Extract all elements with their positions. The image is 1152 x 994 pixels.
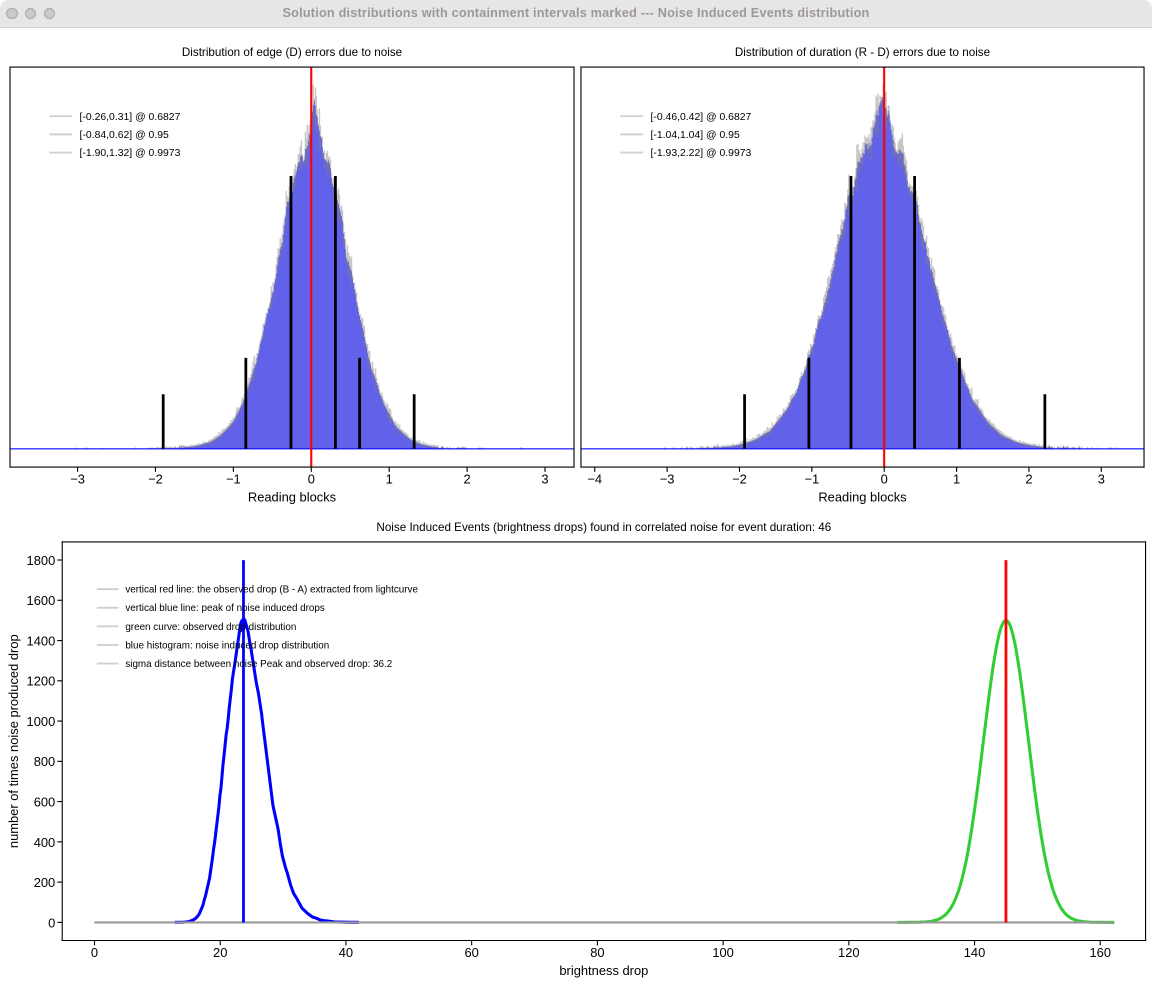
svg-text:−3: −3: [70, 471, 85, 486]
svg-text:−1: −1: [804, 471, 819, 486]
svg-text:140: 140: [964, 945, 986, 960]
svg-text:800: 800: [34, 754, 56, 769]
svg-text:[-0.46,0.42] @ 0.6827: [-0.46,0.42] @ 0.6827: [651, 112, 752, 123]
svg-text:2: 2: [464, 471, 471, 486]
svg-text:0: 0: [881, 471, 888, 486]
svg-text:[-0.26,0.31] @ 0.6827: [-0.26,0.31] @ 0.6827: [80, 112, 181, 123]
svg-text:Distribution of duration (R -: Distribution of duration (R - D) errors …: [735, 46, 990, 59]
svg-text:green curve: observed drop dis: green curve: observed drop distribution: [125, 622, 296, 633]
svg-text:[-1.90,1.32] @ 0.9973: [-1.90,1.32] @ 0.9973: [80, 148, 181, 159]
svg-text:80: 80: [590, 945, 604, 960]
svg-text:1000: 1000: [27, 714, 56, 729]
svg-text:0: 0: [308, 471, 315, 486]
svg-text:1200: 1200: [27, 674, 56, 689]
svg-text:200: 200: [34, 875, 56, 890]
svg-text:0: 0: [91, 945, 98, 960]
svg-text:3: 3: [1098, 471, 1105, 486]
svg-text:600: 600: [34, 795, 56, 810]
svg-text:−1: −1: [226, 471, 241, 486]
svg-text:number of times noise produced: number of times noise produced drop: [6, 634, 21, 848]
svg-text:1: 1: [386, 471, 393, 486]
svg-text:Distribution of edge (D) error: Distribution of edge (D) errors due to n…: [182, 46, 402, 59]
svg-text:1: 1: [953, 471, 960, 486]
svg-text:0: 0: [48, 915, 55, 930]
svg-text:[-1.93,2.22] @ 0.9973: [-1.93,2.22] @ 0.9973: [651, 148, 752, 159]
svg-text:60: 60: [464, 945, 478, 960]
svg-text:−3: −3: [660, 471, 675, 486]
svg-text:3: 3: [541, 471, 548, 486]
svg-text:1400: 1400: [27, 633, 56, 648]
svg-text:40: 40: [339, 945, 353, 960]
svg-text:100: 100: [712, 945, 734, 960]
svg-text:sigma distance between noise P: sigma distance between noise Peak and ob…: [125, 659, 392, 670]
svg-text:1600: 1600: [27, 593, 56, 608]
svg-text:brightness drop: brightness drop: [559, 963, 648, 978]
svg-text:−2: −2: [732, 471, 747, 486]
svg-text:−2: −2: [148, 471, 163, 486]
svg-text:vertical blue line: peak of no: vertical blue line: peak of noise induce…: [125, 603, 325, 614]
svg-text:160: 160: [1089, 945, 1111, 960]
svg-text:1800: 1800: [27, 553, 56, 568]
svg-text:20: 20: [213, 945, 227, 960]
svg-text:Noise Induced Events (brightne: Noise Induced Events (brightness drops) …: [376, 521, 831, 534]
svg-text:2: 2: [1025, 471, 1032, 486]
svg-text:Reading blocks: Reading blocks: [248, 489, 336, 504]
svg-text:blue histogram: noise induced: blue histogram: noise induced drop distr…: [125, 640, 329, 651]
svg-text:[-1.04,1.04] @ 0.95: [-1.04,1.04] @ 0.95: [651, 130, 740, 141]
svg-text:vertical red line: the observe: vertical red line: the observed drop (B …: [125, 585, 418, 596]
svg-text:Reading blocks: Reading blocks: [818, 489, 906, 504]
svg-text:120: 120: [838, 945, 860, 960]
svg-text:400: 400: [34, 835, 56, 850]
svg-text:−4: −4: [587, 471, 602, 486]
svg-text:[-0.84,0.62] @ 0.95: [-0.84,0.62] @ 0.95: [80, 130, 169, 141]
